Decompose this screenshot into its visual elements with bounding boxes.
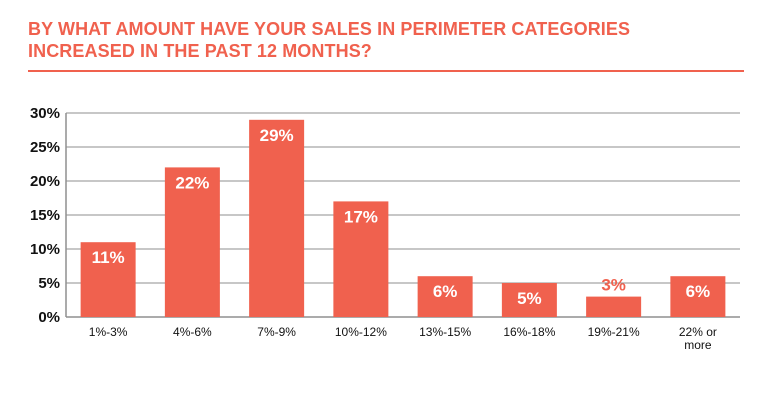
title-divider [28,70,744,72]
data-label: 17% [344,207,378,226]
data-label: 22% [175,173,209,192]
y-tick-label: 20% [30,173,60,190]
y-tick-label: 5% [38,275,60,292]
data-label: 6% [433,282,458,301]
y-tick-label: 0% [38,309,60,326]
data-label: 11% [92,248,125,267]
chart-title: BY WHAT AMOUNT HAVE YOUR SALES IN PERIME… [28,19,631,61]
bar [501,283,557,317]
data-label: 29% [260,126,294,145]
bar [164,167,220,317]
x-tick-label: 7%-9% [257,325,296,339]
bar [670,276,726,317]
x-tick-label: 10%-12% [335,325,387,339]
x-tick-label: 4%-6% [173,325,212,339]
bar [417,276,473,317]
y-tick-label: 15% [30,207,60,224]
data-label: 3% [601,276,626,295]
y-tick-label: 30% [30,105,60,122]
bar [333,201,389,317]
y-tick-label: 10% [30,241,60,258]
data-label: 5% [517,289,542,308]
x-tick-label: 19%-21% [588,325,640,339]
x-tick-label: 16%-18% [503,325,555,339]
x-tick-label: 1%-3% [89,325,128,339]
y-tick-label: 25% [30,139,60,156]
bar [249,119,305,317]
bar [586,296,642,317]
x-tick-label: 13%-15% [419,325,471,339]
bar [80,242,136,317]
x-tick-label: 22% or more [679,325,717,352]
data-label: 6% [686,282,711,301]
